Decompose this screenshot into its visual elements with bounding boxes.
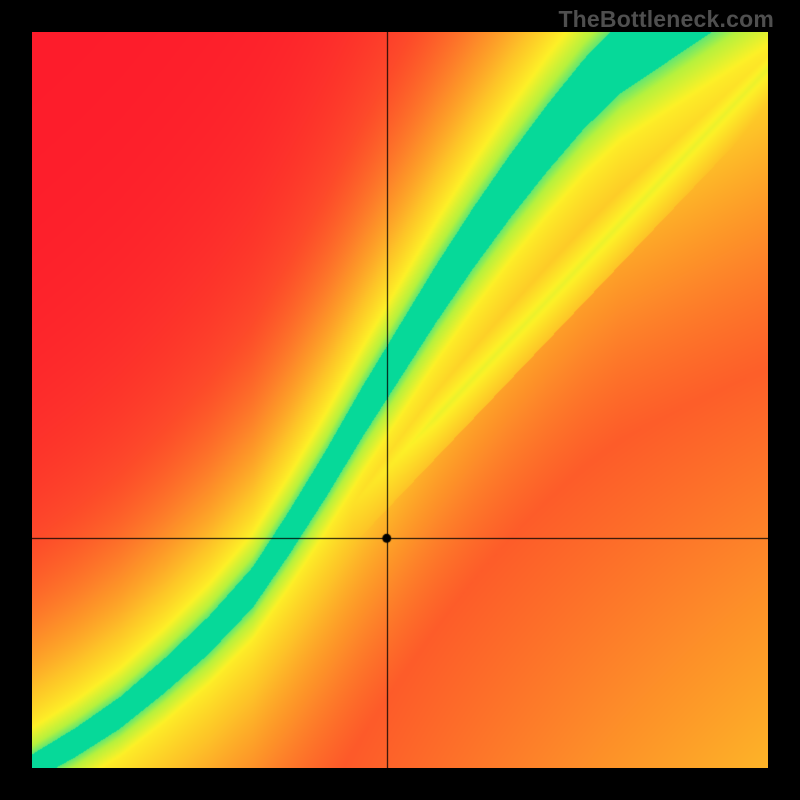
chart-frame: TheBottleneck.com bbox=[0, 0, 800, 800]
heatmap-canvas bbox=[32, 32, 768, 768]
watermark-text: TheBottleneck.com bbox=[558, 6, 774, 33]
heatmap-plot bbox=[32, 32, 768, 768]
